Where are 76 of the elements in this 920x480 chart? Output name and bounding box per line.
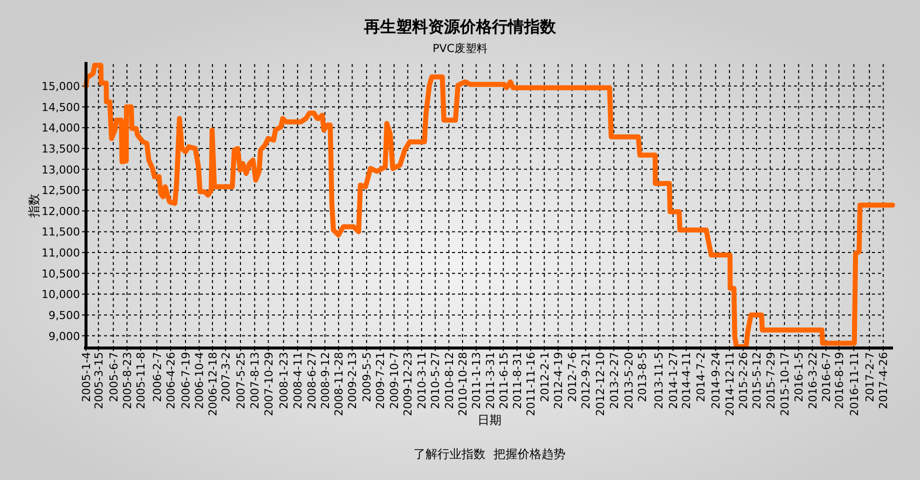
x-tick-label: 2007-5-25 [234,352,248,409]
x-tick-label: 2009-12-23 [402,352,415,416]
x-tick-label: 2011-3-31 [484,352,497,409]
x-tick-label: 2007-10-29 [262,352,276,416]
x-tick-label: 2016-11-11 [848,352,861,416]
x-tick-label: 2009-10-7 [388,352,402,409]
x-tick-label: 2007-8-13 [248,352,262,409]
x-tick-label: 2005-1-4 [80,352,93,402]
x-tick-label: 2006-2-7 [150,352,164,402]
x-tick-label: 2010-3-11 [416,352,429,409]
x-tick-label: 2016-6-7 [820,352,833,402]
x-tick-label: 2014-1-27 [667,352,680,409]
y-tick-label: 10,000 [42,288,80,302]
y-tick-label: 12,500 [42,184,80,198]
y-tick-label: 14,000 [42,122,80,135]
y-tick-label: 12,000 [42,204,80,218]
x-tick-label: 2017-2-7 [863,352,876,402]
y-axis-title: 指数 [27,194,41,218]
x-tick-label: 2013-5-20 [622,352,636,409]
x-tick-label: 2014-7-2 [694,352,708,402]
x-tick-label: 2005-3-15 [92,352,106,409]
x-tick-label: 2010-10-28 [456,352,470,416]
x-tick-label: 2010-8-12 [442,352,456,409]
x-tick-label: 2014-4-11 [680,352,694,409]
x-tick-label: 2009-2-13 [346,352,360,409]
x-tick-label: 2006-4-26 [164,352,178,409]
x-tick-label: 2012-2-1 [538,352,552,402]
x-tick-label: 2015-2-26 [737,352,750,409]
y-tick-label: 11,500 [42,226,80,239]
x-tick-label: 2012-4-19 [552,352,566,409]
x-tick-label: 2015-10-17 [778,352,792,416]
x-tick-label: 2006-10-4 [193,352,206,409]
x-tick-label: 2009-5-5 [360,352,374,402]
chart-title: 再生塑料资源价格行情指数 [363,17,557,36]
x-tick-label: 2013-2-27 [608,352,621,409]
x-tick-label: 2008-11-28 [332,352,346,416]
x-tick-label: 2008-9-12 [318,352,332,409]
x-tick-label: 2007-3-2 [220,352,233,402]
x-tick-label: 2015-7-29 [764,352,778,409]
x-tick-label: 2006-12-18 [206,352,220,416]
x-tick-label: 2005-6-7 [107,352,120,402]
y-tick-label: 10,500 [42,267,80,280]
y-tick-label: 13,500 [42,142,80,156]
x-tick-label: 2013-8-5 [636,352,650,402]
y-tick-label: 11,000 [42,246,80,260]
y-tick-label: 9,500 [48,308,80,322]
x-tick-label: 2011-1-13 [470,352,484,409]
y-tick-label: 9,000 [48,330,80,343]
x-axis-title: 日期 [478,413,502,427]
x-tick-label: 2014-12-11 [723,352,736,416]
x-tick-label: 2008-4-11 [292,352,305,409]
y-tick-label: 13,000 [42,163,80,176]
x-tick-label: 2017-4-26 [877,352,890,409]
x-tick-label: 2016-1-5 [792,352,806,402]
x-tick-label: 2008-6-27 [305,352,318,409]
x-tick-label: 2011-8-31 [510,352,524,409]
x-tick-label: 2012-7-6 [566,352,579,402]
x-tick-label: 2016-8-19 [832,352,846,409]
x-tick-label: 2015-5-12 [750,352,764,409]
x-tick-label: 2010-5-27 [429,352,442,409]
x-tick-label: 2011-11-16 [524,352,538,416]
x-tick-label: 2005-11-8 [134,352,148,409]
y-tick-label: 15,000 [42,80,80,94]
x-tick-label: 2009-7-21 [374,352,388,409]
text: 了解行业指数 把握价格趋势 [414,447,566,461]
x-tick-label: 2012-9-21 [580,352,593,409]
y-tick-label: 14,500 [42,100,80,114]
chart-subtitle: PVC废塑料 [432,42,488,55]
x-tick-label: 2013-11-5 [652,352,666,409]
x-tick-label: 2008-1-23 [278,352,291,409]
x-tick-label: 2011-6-15 [497,352,510,409]
x-tick-label: 2014-9-24 [710,352,723,409]
x-tick-label: 2006-7-19 [180,352,192,409]
x-tick-label: 2016-3-22 [806,352,820,409]
x-tick-label: 2012-12-10 [594,352,607,416]
x-tick-label: 2005-8-23 [120,352,134,409]
